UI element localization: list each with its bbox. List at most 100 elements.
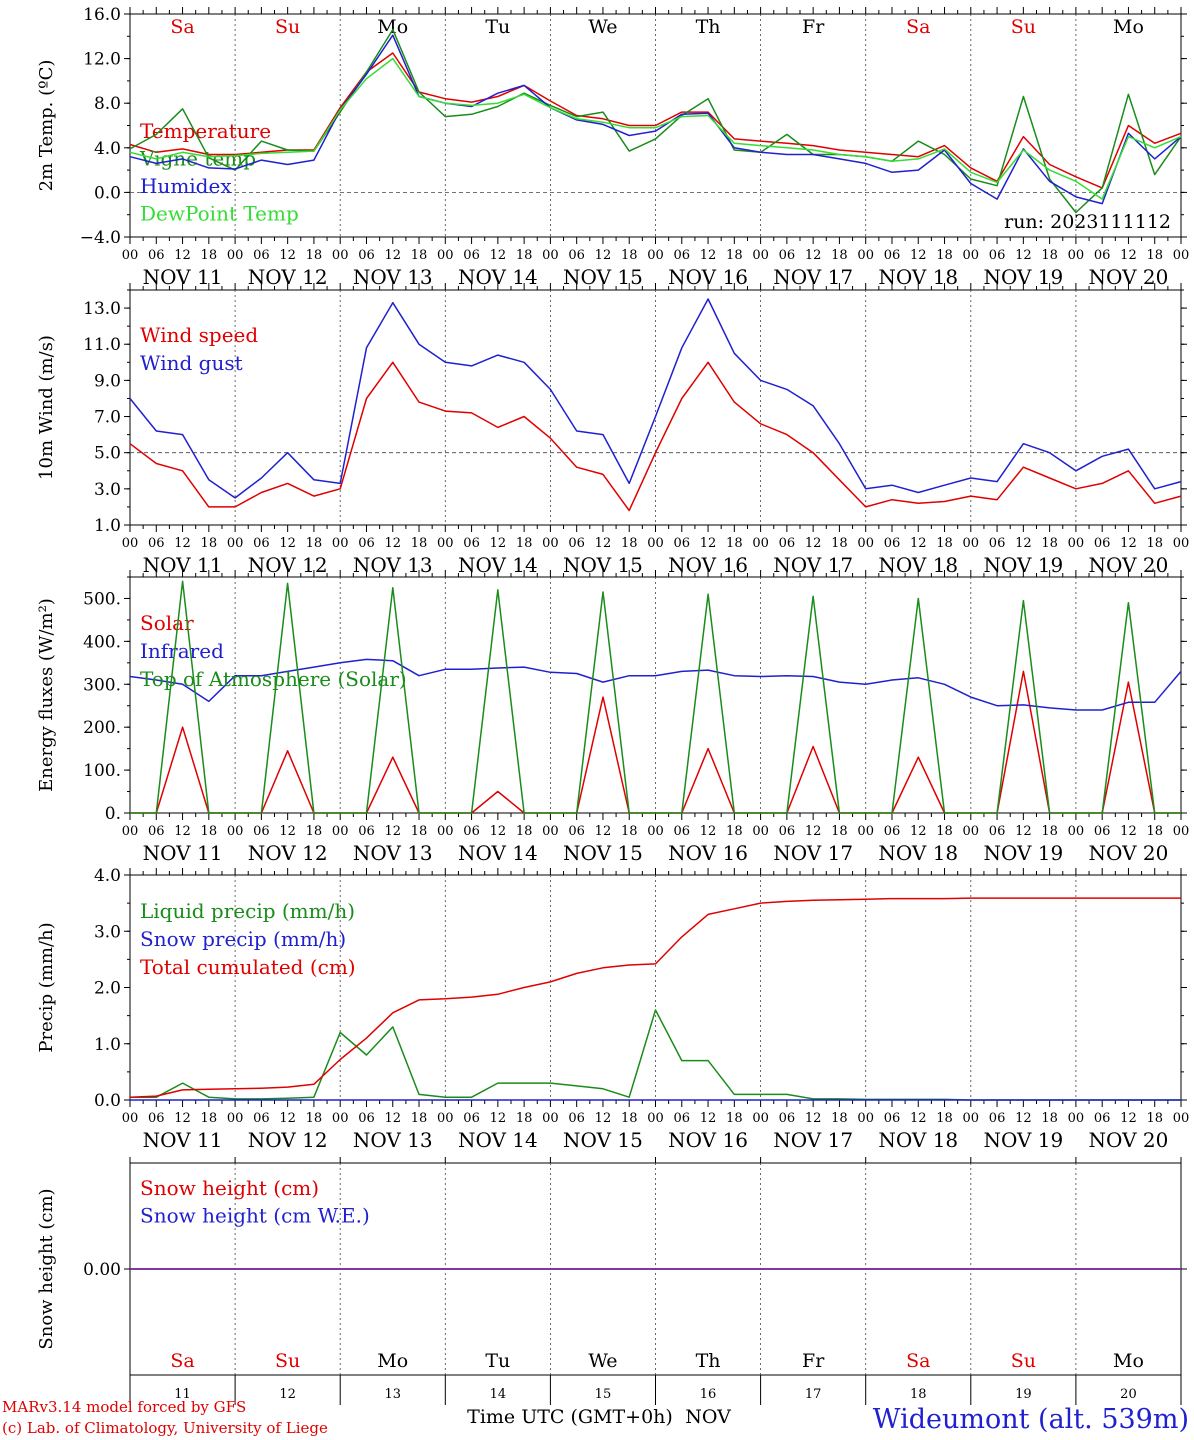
series-line-3 [129,897,1181,1098]
x-day-number: 13 [384,1387,401,1402]
x-hour-label: 00 [437,824,454,839]
x-hour-label: 00 [122,824,139,839]
y-tick-label: 2.0 [94,979,121,999]
x-hour-label: 00 [963,536,980,551]
x-hour-label: 00 [437,536,454,551]
x-hour-label: 06 [989,1111,1006,1126]
x-day-label: NOV 18 [878,1128,958,1152]
y-tick-label: 8.0 [94,94,121,114]
x-hour-label: 06 [253,536,270,551]
x-hour-label: 12 [490,824,507,839]
y-tick-label: 0. [105,804,121,824]
weekday-label: Su [1011,16,1036,38]
y-axis-title: Snow height (cm) [36,1188,57,1349]
x-hour-label: 00 [542,536,559,551]
x-hour-label: 18 [1041,824,1058,839]
x-hour-label: 18 [201,248,218,263]
x-hour-label: 18 [1146,248,1163,263]
x-hour-label: 12 [384,536,401,551]
x-hour-label: 18 [411,248,428,263]
x-hour-label: 12 [805,824,822,839]
weekday-label: We [588,16,617,38]
weekday-label: Th [696,16,721,38]
x-hour-label: 12 [1120,1111,1137,1126]
x-hour-label: 12 [279,1111,296,1126]
legend-entry: Total cumulated (cm) [140,955,356,979]
x-hour-label: 12 [805,248,822,263]
legend-entry: Humidex [140,174,232,198]
y-axis-title: 10m Wind (m/s) [36,335,57,480]
x-hour-label: 06 [674,248,691,263]
x-hour-label: 18 [1041,1111,1058,1126]
weekday-label: Mo [377,16,408,38]
y-tick-label: 11.0 [83,335,121,355]
legend-entry: Temperature [140,119,271,143]
x-hour-label: 00 [332,248,349,263]
x-hour-label: 06 [148,248,165,263]
x-hour-label: 00 [1173,1111,1190,1126]
series-line-2 [129,298,1182,499]
x-day-number: 15 [595,1387,612,1402]
x-hour-label: 06 [674,824,691,839]
y-tick-label: 4.0 [94,866,121,886]
legend-entry: DewPoint Temp [140,202,299,226]
y-tick-label: 5.0 [94,444,121,464]
run-label: run: 2023111112 [1004,211,1171,233]
x-hour-label: 00 [752,824,769,839]
y-tick-label: 9.0 [94,371,121,391]
x-hour-label: 12 [384,1111,401,1126]
x-hour-label: 18 [936,536,953,551]
weekday-label: Th [696,1350,721,1372]
x-hour-label: 00 [437,248,454,263]
x-hour-label: 18 [201,824,218,839]
y-tick-label: 7.0 [94,408,121,428]
legend-entry: Solar [140,611,194,635]
x-hour-label: 00 [647,824,664,839]
x-hour-label: 06 [463,1111,480,1126]
x-hour-label: 00 [122,248,139,263]
x-hour-label: 18 [306,536,323,551]
x-hour-label: 12 [910,536,927,551]
y-tick-label: 1.0 [94,516,121,536]
panel-5: 0.00 Snow height (cm) 11 12 13 14 15 16 17 18 19 20… [36,1157,1187,1405]
x-day-label: NOV 11 [143,1128,223,1152]
x-hour-label: 18 [1146,536,1163,551]
weekday-label: Sa [170,16,194,38]
series-line-1 [129,361,1182,512]
x-hour-label: 06 [358,248,375,263]
legend-entry: Top of Atmosphere (Solar) [140,667,407,691]
x-hour-label: 12 [595,248,612,263]
x-day-label: NOV 20 [1089,1128,1169,1152]
legend-entry: Wind gust [140,351,243,375]
x-hour-label: 12 [174,1111,191,1126]
x-day-label: NOV 17 [773,1128,853,1152]
credit-line-1: MARv3.14 model forced by GFS [2,1398,246,1416]
y-axis-title: 2m Temp. (ºC) [36,60,57,192]
x-hour-label: 12 [595,1111,612,1126]
x-hour-label: 18 [726,248,743,263]
y-tick-label: 100. [83,761,121,781]
x-hour-label: 00 [227,1111,244,1126]
x-hour-label: 00 [122,1111,139,1126]
x-hour-label: 06 [884,824,901,839]
legend-entry: Wind speed [140,323,258,347]
y-tick-label: 200. [83,718,121,738]
x-hour-label: 12 [910,1111,927,1126]
x-hour-label: 18 [726,536,743,551]
station-title: Wideumont (alt. 539m) [873,1404,1189,1435]
x-hour-label: 00 [227,248,244,263]
x-hour-label: 12 [1120,536,1137,551]
x-hour-label: 12 [490,248,507,263]
x-hour-label: 00 [857,536,874,551]
x-hour-label: 18 [516,536,533,551]
x-hour-label: 06 [989,248,1006,263]
panel-4: 4.0 3.0 2.0 1.0 0.0 Precip (mm/h) 00 06 12 18 00 06… [36,866,1189,1152]
x-hour-label: 12 [1015,248,1032,263]
x-hour-label: 18 [201,536,218,551]
x-hour-label: 12 [384,824,401,839]
x-day-number: 16 [700,1387,717,1402]
x-hour-label: 12 [490,1111,507,1126]
weekday-label: We [588,1350,617,1372]
x-hour-label: 06 [989,536,1006,551]
